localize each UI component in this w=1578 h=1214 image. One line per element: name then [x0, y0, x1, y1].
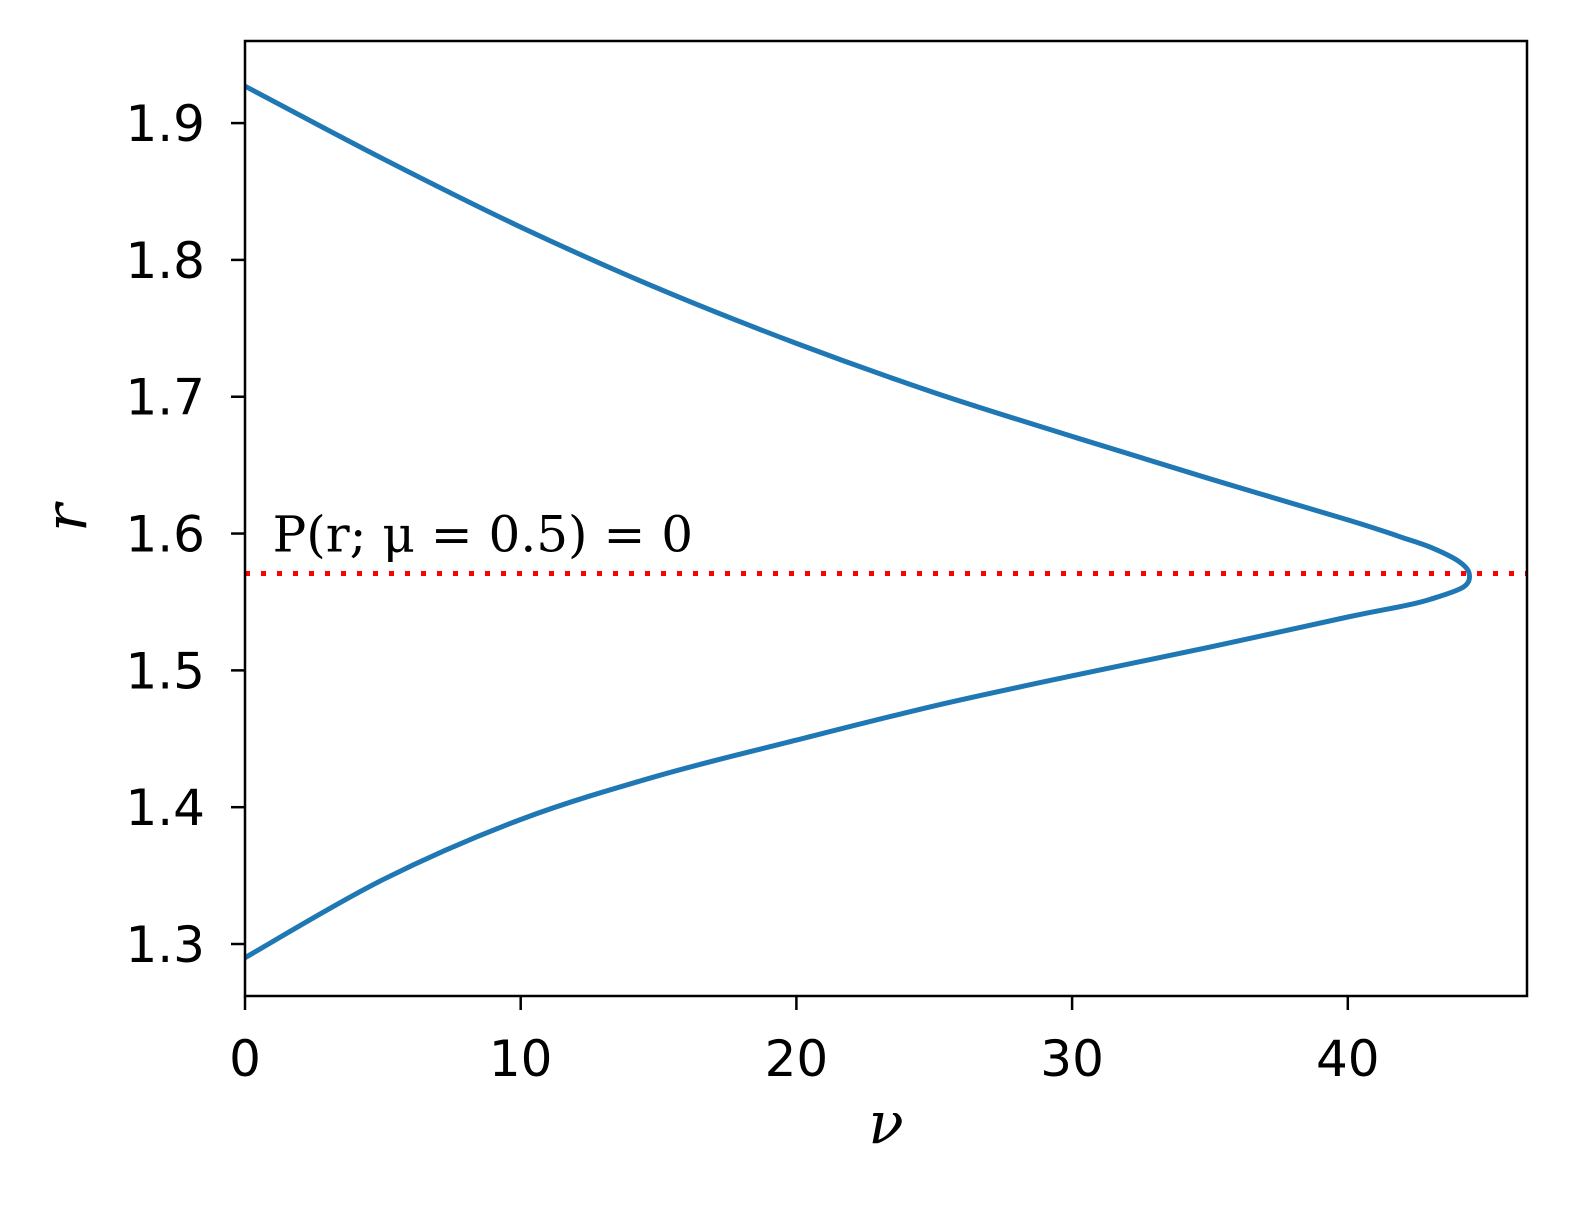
x-axis: 0 10 20 30 40: [229, 996, 1380, 1088]
x-tick-label: 40: [1316, 1030, 1380, 1088]
y-tick-label: 1.7: [125, 369, 205, 427]
plot-area: [243, 83, 1527, 960]
y-tick-label: 1.4: [125, 779, 205, 837]
axes-frame: [243, 39, 1529, 998]
y-axis: 1.3 1.4 1.5 1.6 1.7 1.8 1.9: [125, 95, 245, 974]
y-axis-label: r: [32, 501, 100, 532]
y-tick-label: 1.9: [125, 95, 205, 153]
x-tick-label: 20: [765, 1030, 829, 1088]
y-tick-label: 1.3: [125, 916, 205, 974]
x-axis-label: ν: [868, 1089, 903, 1157]
x-tick-label: 30: [1040, 1030, 1104, 1088]
annotation-label: P(r; μ = 0.5) = 0: [273, 506, 693, 564]
series-line-1: [243, 83, 1473, 960]
y-tick-label: 1.8: [125, 232, 205, 290]
x-tick-label: 0: [229, 1030, 261, 1088]
x-tick-label: 10: [489, 1030, 553, 1088]
y-tick-label: 1.6: [125, 506, 205, 564]
y-tick-label: 1.5: [125, 642, 205, 700]
